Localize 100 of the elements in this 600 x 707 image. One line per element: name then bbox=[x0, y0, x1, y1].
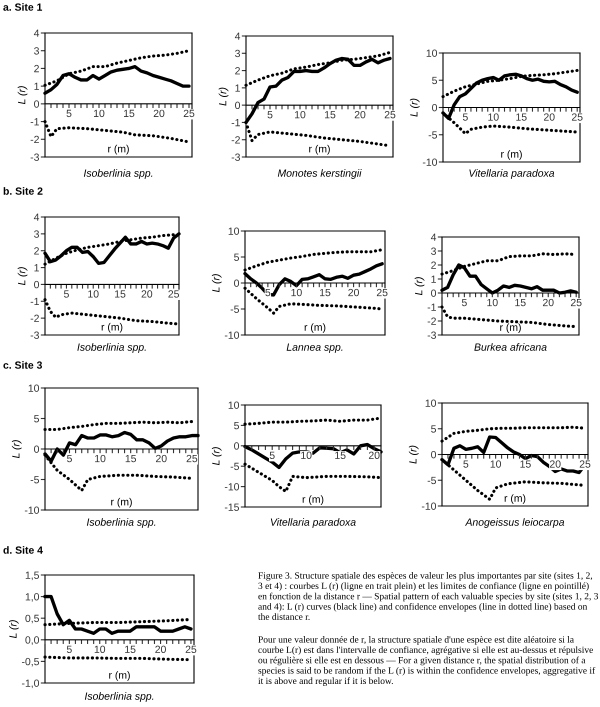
x-tick-label: 5 bbox=[66, 110, 72, 118]
y-tick-label: -2 bbox=[428, 318, 436, 325]
y-axis-title: L (r) bbox=[414, 277, 424, 296]
x-axis-title: r (m) bbox=[102, 322, 122, 333]
x-tick-label: 10 bbox=[301, 452, 312, 460]
y-tick-label: 10 bbox=[426, 400, 436, 407]
y-tick-label: 1 bbox=[235, 84, 240, 92]
text: Isoberlinia spp. bbox=[77, 343, 146, 353]
text: Pour une valeur donnée de r, la structure spatiale d'une espèce est dite aléatoire si la courbe L(r) est dans l'intervalle de confiance, agrégative si elle est au-dessus et répulsive ou régulière si elle est en dessous — For a given distance r, the spatial distribution of a species is said to be random if the L (r) is within the confidence envelopes, aggregative if it is above and regular if it is below. bbox=[258, 636, 596, 686]
x-tick-label: 20 bbox=[550, 460, 561, 468]
x-tick-label: 10 bbox=[88, 290, 99, 298]
text: Isoberlinia spp. bbox=[86, 518, 156, 528]
y-tick-label: 2 bbox=[34, 247, 39, 254]
x-tick-label: 10 bbox=[295, 110, 306, 118]
x-tick-label: 15 bbox=[320, 288, 330, 296]
x-tick-label: 10 bbox=[291, 288, 302, 296]
x-tick-label: 25 bbox=[570, 298, 582, 306]
y-axis-title: L (r) bbox=[218, 88, 228, 106]
x-tick-label: 5 bbox=[270, 452, 275, 460]
y-tick-label: -0,5 bbox=[22, 658, 40, 667]
y-tick-label: 10 bbox=[228, 402, 240, 409]
y-tick-label: 5 bbox=[234, 422, 240, 430]
y-axis-title: L (r) bbox=[410, 98, 420, 117]
x-tick-label: 15 bbox=[115, 290, 126, 298]
y-tick-label: 1,0 bbox=[26, 593, 40, 602]
y-tick-label: 2 bbox=[34, 64, 39, 72]
text: Lannea spp. bbox=[286, 344, 342, 353]
y-tick-label: 4 bbox=[34, 30, 40, 37]
x-axis-title: r (m) bbox=[109, 671, 130, 681]
x-tick-label: 25 bbox=[184, 110, 194, 118]
y-tick-label: 10 bbox=[28, 384, 40, 392]
y-tick-label: 0 bbox=[234, 280, 240, 287]
y-tick-label: 0 bbox=[431, 451, 436, 458]
chart-subtitle: d. Site 4 bbox=[3, 546, 43, 554]
y-axis-title: L (r) bbox=[212, 274, 222, 292]
y-tick-label: -15 bbox=[224, 504, 240, 511]
y-tick-label: -5 bbox=[230, 462, 240, 470]
y-tick-label: 0 bbox=[431, 290, 436, 297]
text: Anogeissus leiocarpa bbox=[464, 518, 564, 528]
y-axis-title: L (r) bbox=[18, 267, 28, 286]
y-tick-label: -1,0 bbox=[22, 680, 40, 688]
y-tick-label: -1 bbox=[232, 119, 240, 126]
y-tick-label: 10 bbox=[228, 228, 240, 235]
y-tick-label: -10 bbox=[224, 483, 240, 490]
y-tick-label: 5 bbox=[432, 76, 438, 84]
y-tick-label: -10 bbox=[422, 158, 438, 166]
y-tick-label: 0 bbox=[34, 446, 40, 453]
y-tick-label: 2 bbox=[431, 262, 436, 269]
y-tick-label: -5 bbox=[428, 131, 438, 139]
text: Isoberlinia spp. bbox=[84, 692, 154, 702]
y-tick-label: -3 bbox=[30, 332, 39, 339]
caption: Figure 3. Structure spatiale des espèces de valeur les plus importantes par site (sites 1, 2, 3 et 4) : courbes L (r) (ligne en trait plein) et les limites de confiance (ligne en pointillé) en fonction de la distance r — Spatial pattern of each valuable species by site (sites 1, 2, 3 and 4): L (r) curves (black line) and confidence envelopes (line in dotted line) based on the distance r. bbox=[258, 572, 598, 620]
y-tick-label: 0 bbox=[235, 102, 240, 110]
text: Vitellaria paradoxa bbox=[270, 518, 356, 528]
x-tick-label: 15 bbox=[516, 113, 527, 121]
x-tick-label: 15 bbox=[125, 646, 136, 654]
x-tick-label: 20 bbox=[156, 454, 167, 462]
y-tick-label: 3 bbox=[34, 47, 39, 55]
x-tick-label: 5 bbox=[67, 454, 72, 462]
y-tick-label: -5 bbox=[230, 306, 240, 313]
y-tick-label: 0 bbox=[234, 442, 240, 450]
y-tick-label: 0 bbox=[34, 280, 40, 288]
text: Burkea africana bbox=[474, 343, 547, 351]
y-tick-label: 3 bbox=[431, 248, 436, 255]
x-tick-label: 10 bbox=[94, 646, 106, 654]
y-tick-label: 5 bbox=[234, 254, 240, 261]
y-tick-label: -2 bbox=[232, 136, 240, 144]
text: Isoberlinia spp. bbox=[84, 169, 152, 179]
x-axis-title: r (m) bbox=[500, 323, 521, 334]
y-tick-label: 0,0 bbox=[25, 636, 40, 645]
x-tick-label: 5 bbox=[463, 460, 468, 468]
x-tick-label: 25 bbox=[376, 288, 388, 296]
y-tick-label: -1 bbox=[428, 304, 436, 311]
x-tick-label: 10 bbox=[487, 298, 498, 306]
x-tick-label: 15 bbox=[126, 454, 136, 462]
y-axis-title: L (r) bbox=[408, 446, 419, 464]
x-axis-title: r (m) bbox=[302, 495, 324, 505]
x-tick-label: 15 bbox=[515, 298, 526, 306]
y-tick-label: -3 bbox=[428, 332, 436, 339]
x-tick-label: 5 bbox=[268, 111, 272, 118]
y-tick-label: 4 bbox=[34, 214, 40, 221]
x-tick-label: 20 bbox=[542, 298, 554, 306]
y-tick-label: -3 bbox=[232, 154, 240, 161]
y-tick-label: 1 bbox=[34, 264, 39, 272]
chart-subtitle: b. Site 2 bbox=[4, 187, 43, 195]
x-tick-label: 25 bbox=[186, 646, 196, 654]
y-tick-label: 1 bbox=[431, 276, 436, 283]
y-tick-label: -10 bbox=[422, 502, 436, 510]
x-tick-label: 15 bbox=[520, 460, 531, 468]
x-tick-label: 20 bbox=[544, 113, 555, 121]
y-tick-label: 3 bbox=[235, 50, 240, 58]
y-tick-label: 10 bbox=[426, 50, 438, 57]
y-tick-label: 2 bbox=[235, 67, 240, 74]
x-tick-label: 5 bbox=[64, 290, 69, 298]
y-axis-title: L (r) bbox=[12, 440, 22, 458]
x-tick-label: 15 bbox=[335, 452, 346, 460]
x-tick-label: 20 bbox=[155, 646, 166, 654]
x-axis-title: r (m) bbox=[504, 494, 526, 504]
x-tick-label: 5 bbox=[66, 646, 72, 654]
y-tick-label: 0,5 bbox=[25, 614, 40, 624]
